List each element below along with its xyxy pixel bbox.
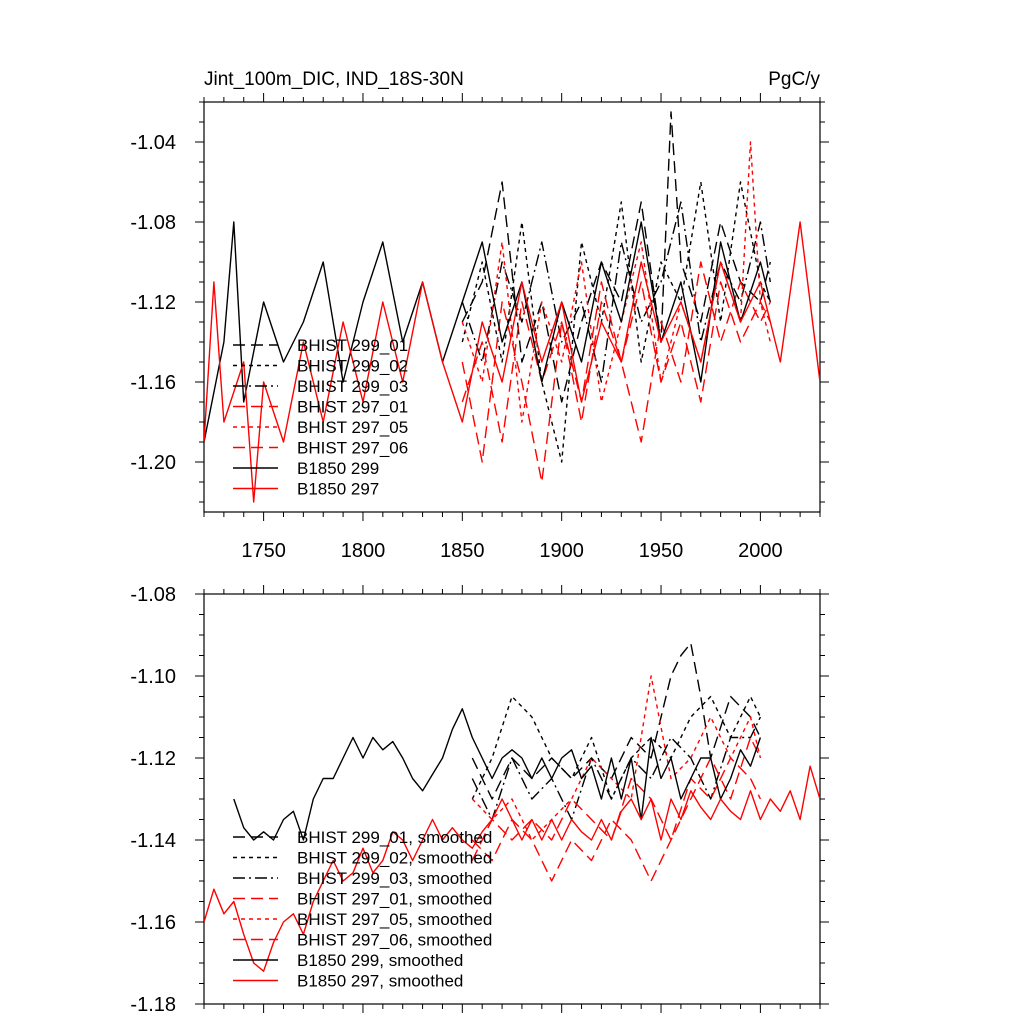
- top-legend-label: BHIST 297_01: [297, 398, 408, 417]
- bottom-legend-label: B1850 299, smoothed: [297, 951, 463, 970]
- bottom-legend-label: BHIST 299_02, smoothed: [297, 849, 492, 868]
- bottom-series-line-0: [471, 642, 762, 800]
- bottom-y-tick-label: -1.10: [130, 666, 176, 688]
- top-series-line-4: [461, 141, 771, 423]
- bottom-y-tick-label: -1.14: [130, 830, 176, 852]
- bottom-y-tick-label: -1.08: [130, 584, 176, 606]
- bottom-legend-label: BHIST 297_05, smoothed: [297, 910, 492, 929]
- top-x-tick-label: 1950: [639, 540, 684, 562]
- top-x-tick-label: 1900: [539, 540, 584, 562]
- bottom-series-line-2: [471, 716, 762, 821]
- bottom-legend-label: BHIST 297_06, smoothed: [297, 931, 492, 950]
- top-x-tick-label: 1750: [241, 540, 286, 562]
- top-series-line-0: [461, 111, 771, 403]
- top-legend-label: B1850 299: [297, 459, 379, 478]
- bottom-y-tick-label: -1.12: [130, 748, 176, 770]
- units-label: PgC/y: [768, 69, 820, 90]
- bottom-series-line-4: [471, 675, 762, 841]
- top-panel-title: Jint_100m_DIC, IND_18S-30N: [204, 69, 464, 90]
- top-y-tick-label: -1.12: [130, 292, 176, 314]
- top-y-tick-label: -1.08: [130, 212, 176, 234]
- bottom-legend-label: BHIST 299_03, smoothed: [297, 869, 492, 888]
- top-x-tick-label: 1800: [341, 540, 386, 562]
- bottom-series-line-6: [233, 708, 762, 841]
- top-plot-frame: [203, 101, 821, 513]
- bottom-series-line-7: [204, 765, 820, 972]
- top-legend-label: BHIST 297_06: [297, 439, 408, 458]
- top-y-tick-label: -1.04: [130, 132, 176, 154]
- top-y-tick-label: -1.20: [130, 452, 176, 474]
- bottom-y-tick-label: -1.16: [130, 912, 176, 934]
- top-series-line-1: [461, 181, 771, 463]
- top-legend-label: B1850 297: [297, 480, 379, 499]
- bottom-series-line-5: [471, 757, 762, 861]
- top-panel: Jint_100m_DIC, IND_18S-30N PgC/y 1750 180…: [130, 69, 829, 562]
- top-series-line-3: [461, 261, 771, 483]
- top-x-tick-label: 1850: [440, 540, 485, 562]
- top-series-line-6: [204, 221, 771, 443]
- bottom-legend-label: B1850 297, smoothed: [297, 972, 463, 991]
- bottom-y-tick-label: -1.18: [130, 994, 176, 1016]
- top-y-tick-label: -1.16: [130, 372, 176, 394]
- bottom-series-line-3: [471, 736, 762, 882]
- top-legend-label: BHIST 299_01: [297, 336, 408, 355]
- top-legend-label: BHIST 297_05: [297, 418, 408, 437]
- top-series-line-7: [204, 221, 820, 503]
- top-legend-label: BHIST 299_02: [297, 357, 408, 376]
- bottom-legend-label: BHIST 297_01, smoothed: [297, 890, 492, 909]
- bottom-panel: -1.08 -1.10 -1.12 -1.14 -1.16 -1.18 BHIST 299_…: [130, 584, 829, 1016]
- bottom-legend-label: BHIST 299_01, smoothed: [297, 828, 492, 847]
- top-legend-label: BHIST 299_03: [297, 377, 408, 396]
- top-x-tick-label: 2000: [738, 540, 783, 562]
